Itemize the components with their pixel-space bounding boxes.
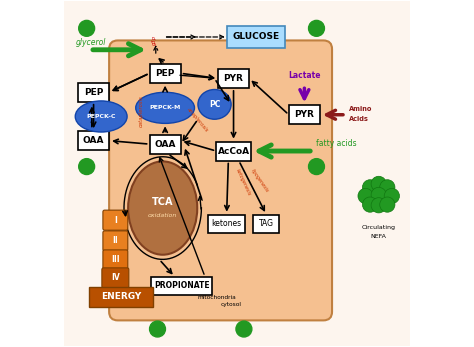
FancyBboxPatch shape <box>103 210 128 230</box>
Circle shape <box>384 188 400 204</box>
Text: lipogenesis: lipogenesis <box>250 168 270 194</box>
Ellipse shape <box>136 92 194 124</box>
Circle shape <box>371 198 386 213</box>
Text: IV: IV <box>111 273 120 282</box>
Text: cytosol: cytosol <box>220 302 241 307</box>
Text: oxidation: oxidation <box>148 213 177 218</box>
FancyBboxPatch shape <box>228 26 284 48</box>
FancyBboxPatch shape <box>89 287 153 306</box>
FancyBboxPatch shape <box>78 131 109 150</box>
Text: PC: PC <box>209 100 220 109</box>
Circle shape <box>79 20 95 36</box>
Text: PROPIONATE: PROPIONATE <box>154 281 210 290</box>
Text: PEPCK-C: PEPCK-C <box>86 114 116 119</box>
Text: glycerol: glycerol <box>75 39 106 47</box>
FancyBboxPatch shape <box>78 83 109 102</box>
Circle shape <box>150 321 165 337</box>
Text: III: III <box>111 255 119 264</box>
Text: PEP: PEP <box>84 88 103 97</box>
Circle shape <box>79 159 95 175</box>
FancyBboxPatch shape <box>218 69 249 88</box>
Ellipse shape <box>75 101 127 132</box>
Circle shape <box>371 176 386 192</box>
Text: Amino: Amino <box>349 106 373 112</box>
FancyBboxPatch shape <box>109 41 332 320</box>
FancyBboxPatch shape <box>103 250 128 270</box>
Ellipse shape <box>128 161 197 255</box>
Text: ENERGY: ENERGY <box>101 292 141 301</box>
Text: PEPCK-M: PEPCK-M <box>149 105 181 110</box>
Text: II: II <box>112 236 118 245</box>
FancyBboxPatch shape <box>152 277 212 295</box>
Text: anaplerosis: anaplerosis <box>186 107 209 133</box>
Text: TCA: TCA <box>152 197 173 207</box>
Text: I: I <box>114 215 117 225</box>
FancyBboxPatch shape <box>289 105 320 124</box>
Text: GLUCOSE: GLUCOSE <box>232 33 280 42</box>
Text: g3p: g3p <box>152 34 157 44</box>
Text: OAA: OAA <box>83 136 104 145</box>
Circle shape <box>363 197 378 212</box>
Circle shape <box>371 187 386 203</box>
Text: Circulating: Circulating <box>362 225 396 230</box>
Text: ketones: ketones <box>211 219 242 228</box>
Text: OAA: OAA <box>155 139 176 149</box>
FancyBboxPatch shape <box>254 215 279 232</box>
Text: cataplerosis: cataplerosis <box>138 95 144 127</box>
Circle shape <box>363 180 378 195</box>
Text: NEFA: NEFA <box>371 234 387 239</box>
Text: PEP: PEP <box>155 69 175 78</box>
Circle shape <box>236 321 252 337</box>
FancyBboxPatch shape <box>216 142 251 161</box>
FancyBboxPatch shape <box>50 0 420 347</box>
Circle shape <box>380 197 395 212</box>
FancyBboxPatch shape <box>102 268 129 288</box>
Text: mitochondria: mitochondria <box>197 295 236 300</box>
FancyBboxPatch shape <box>150 64 181 83</box>
Text: PYR: PYR <box>294 110 314 119</box>
Ellipse shape <box>198 90 231 119</box>
Text: ketogenesis: ketogenesis <box>235 168 251 196</box>
Text: Acids: Acids <box>349 116 369 122</box>
FancyBboxPatch shape <box>103 231 128 251</box>
FancyBboxPatch shape <box>209 215 245 232</box>
Circle shape <box>309 20 324 36</box>
Circle shape <box>358 188 373 204</box>
Circle shape <box>309 159 324 175</box>
Text: Lactate: Lactate <box>288 71 320 80</box>
FancyBboxPatch shape <box>150 135 181 154</box>
Text: AcCoA: AcCoA <box>218 146 250 155</box>
Text: fatty acids: fatty acids <box>317 138 357 147</box>
Text: TAG: TAG <box>259 219 274 228</box>
Text: PYR: PYR <box>224 74 244 83</box>
Circle shape <box>380 180 395 195</box>
